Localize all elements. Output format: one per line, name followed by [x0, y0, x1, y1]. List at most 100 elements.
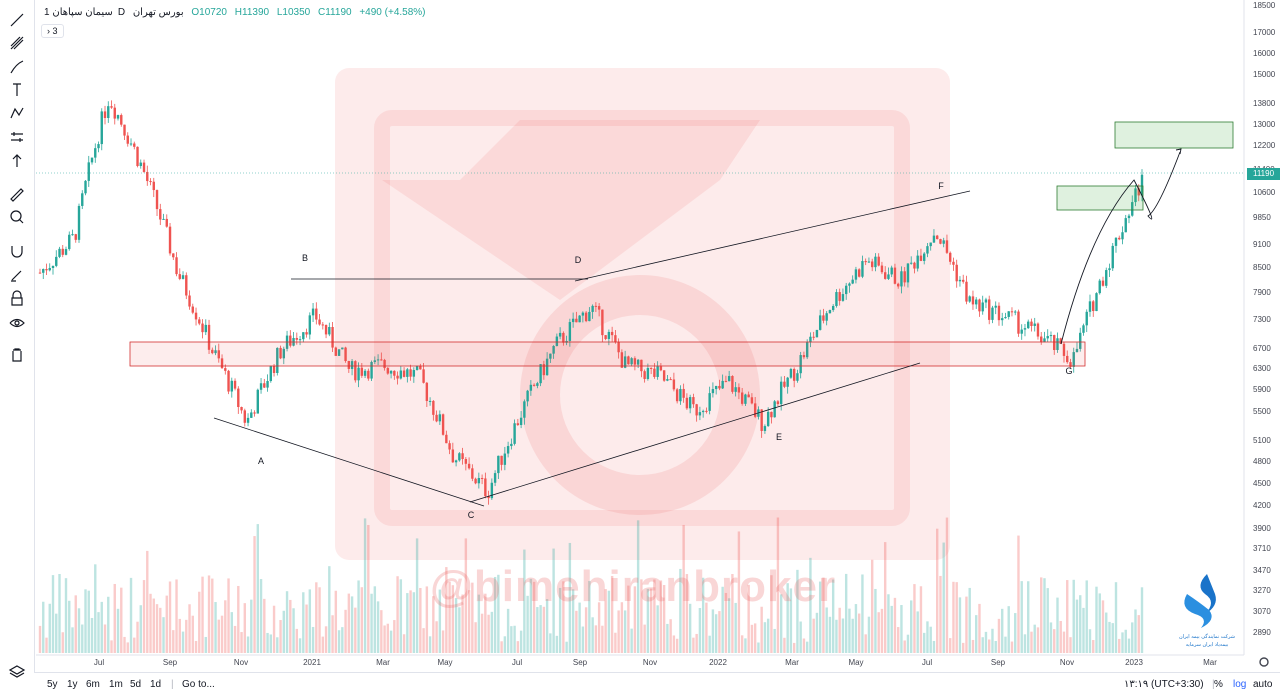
volume-bar: [123, 636, 126, 653]
volume-bar: [406, 593, 409, 653]
candle-body: [136, 146, 139, 167]
candle-body: [529, 384, 533, 391]
logo-text-2: بیمه‌یاد ایران سرمایه: [1186, 642, 1229, 648]
timezone-clock[interactable]: ۱۳:۱۹ (UTC+3:30): [1124, 679, 1204, 690]
candle-body: [558, 332, 562, 337]
settings-gear-icon[interactable]: [1259, 657, 1269, 667]
candle-body: [451, 449, 455, 463]
ruler-icon[interactable]: [7, 185, 27, 205]
volume-bar: [734, 602, 737, 653]
range-1d-button[interactable]: 1d: [150, 679, 162, 690]
layers-icon[interactable]: [7, 662, 27, 682]
percent-toggle[interactable]: %: [1214, 679, 1223, 690]
goto-button[interactable]: Go to...: [182, 679, 215, 690]
candle-body: [305, 332, 308, 335]
volume-bar: [510, 626, 513, 653]
range-1y-button[interactable]: 1y: [67, 679, 78, 690]
volume-bar: [224, 600, 227, 653]
text-icon[interactable]: [7, 80, 27, 100]
candle-body: [981, 302, 984, 312]
indicators-toggle-button[interactable]: › 3: [41, 24, 64, 38]
trendline-icon[interactable]: [7, 10, 27, 30]
volume-bar: [708, 635, 711, 653]
interval-label[interactable]: 1D: [44, 7, 126, 18]
volume-bar: [1092, 640, 1095, 653]
candle-body: [149, 181, 152, 183]
volume-bar: [705, 602, 708, 653]
pattern-point-label: B: [302, 253, 308, 263]
symbol-name[interactable]: سیمان سپاهان: [52, 7, 113, 18]
volume-bar: [1056, 597, 1059, 653]
log-toggle[interactable]: log: [1233, 679, 1247, 690]
volume-bar: [900, 605, 903, 653]
candle-body: [58, 248, 61, 257]
arrow-up-icon[interactable]: [7, 151, 27, 171]
volume-bar: [48, 603, 51, 653]
candle-body: [952, 261, 955, 265]
volume-bar: [360, 587, 364, 653]
candle-body: [1004, 316, 1007, 319]
measure-tools-icon[interactable]: [7, 127, 27, 147]
volume-bar: [55, 613, 58, 653]
pattern-point-label: F: [938, 181, 944, 191]
candle-body: [636, 359, 640, 365]
candle-body: [1082, 325, 1085, 333]
lock-pencil-icon[interactable]: [7, 265, 27, 285]
candle-body: [116, 115, 120, 119]
candle-body: [441, 414, 445, 435]
volume-bar: [178, 618, 181, 653]
trash-icon[interactable]: [7, 345, 27, 365]
volume-bar: [448, 581, 451, 653]
pattern-icon[interactable]: [7, 103, 27, 123]
volume-bar: [971, 639, 975, 653]
volume-bar: [497, 574, 500, 653]
y-tick-label: 15000: [1253, 70, 1276, 79]
volume-bar: [58, 574, 61, 653]
volume-bar: [1127, 638, 1131, 653]
volume-bar: [857, 613, 861, 653]
volume-bar: [1072, 579, 1075, 653]
candle-body: [1114, 237, 1118, 246]
candle-body: [1075, 348, 1079, 353]
candle-body: [503, 453, 507, 465]
volume-bar: [737, 531, 741, 653]
lock-icon[interactable]: [7, 289, 27, 309]
candle-body: [656, 366, 659, 377]
watermark-inner: [374, 110, 910, 526]
range-1m-button[interactable]: 1m: [109, 679, 123, 690]
candle-body: [675, 389, 679, 402]
range-6m-button[interactable]: 6m: [86, 679, 100, 690]
volume-bar: [516, 641, 520, 653]
volume-bar: [1053, 629, 1056, 653]
volume-bar: [389, 630, 393, 653]
candle-body: [708, 393, 711, 411]
auto-toggle[interactable]: auto: [1253, 679, 1273, 690]
volume-bar: [695, 633, 698, 653]
range-5y-button[interactable]: 5y: [47, 679, 58, 690]
volume-bar: [718, 611, 721, 653]
range-5d-button[interactable]: 5d: [130, 679, 142, 690]
candle-body: [783, 381, 786, 387]
volume-bar: [932, 640, 936, 653]
volume-bar: [848, 608, 851, 653]
volume-bar: [279, 620, 282, 653]
y-tick-label: 5500: [1253, 407, 1271, 416]
candle-body: [662, 370, 666, 381]
indicator-count: 3: [52, 26, 58, 36]
volume-bar: [997, 618, 1001, 653]
zoom-in-icon[interactable]: [7, 207, 27, 227]
candle-body: [484, 478, 487, 497]
magnet-icon[interactable]: [7, 241, 27, 261]
pitchfork-icon[interactable]: [7, 33, 27, 53]
volume-bar: [994, 640, 997, 653]
candle-body: [1040, 336, 1043, 343]
volume-bar: [185, 619, 188, 653]
eye-icon[interactable]: [7, 313, 27, 333]
candle-body: [107, 106, 110, 118]
candle-body: [763, 426, 767, 431]
volume-bar: [354, 607, 357, 653]
volume-bar: [272, 605, 276, 653]
candle-body: [422, 369, 425, 383]
brush-icon[interactable]: [7, 57, 27, 77]
